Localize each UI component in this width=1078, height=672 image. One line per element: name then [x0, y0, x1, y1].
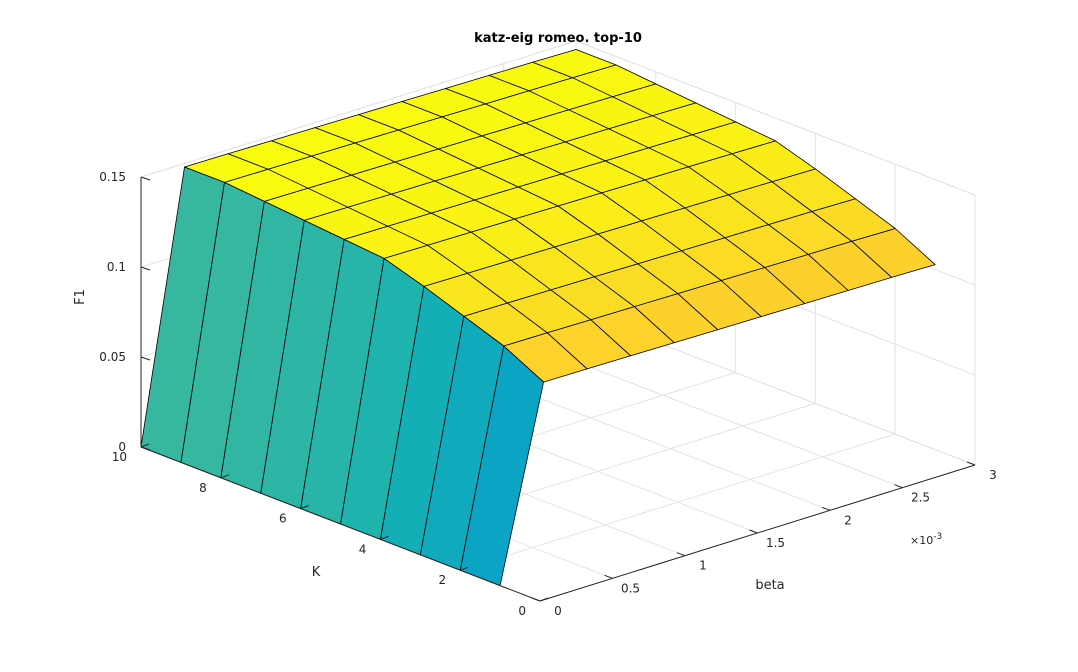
- z-tick-label: 0.05: [99, 350, 126, 364]
- axis-line: [140, 446, 541, 602]
- y-tick-label: 10: [112, 450, 127, 464]
- box-edge: [575, 40, 976, 196]
- x-tick-label: 2.5: [911, 491, 930, 505]
- z-tick-label: 0: [118, 440, 126, 454]
- y-tick-label: 6: [279, 512, 287, 526]
- y-tick: [460, 566, 469, 571]
- surface-mesh: [140, 49, 936, 586]
- x-tick: [749, 529, 758, 534]
- grid-line: [460, 433, 896, 571]
- y-tick: [300, 505, 309, 510]
- y-tick-label: 0: [518, 604, 526, 618]
- x-tick: [894, 484, 903, 489]
- x-tick-label: 3: [989, 468, 997, 482]
- z-tick-label: 0.1: [107, 260, 126, 274]
- y-axis-label: K: [312, 565, 321, 580]
- y-tick: [140, 443, 150, 448]
- z-tick: [140, 176, 151, 181]
- x-tick: [531, 597, 541, 602]
- x-tick-label: 2: [844, 513, 852, 527]
- x-tick: [604, 574, 613, 579]
- chart-title: katz-eig romeo. top-10: [474, 31, 642, 46]
- y-tick-label: 2: [439, 573, 447, 587]
- z-tick: [140, 446, 151, 451]
- x-axis-exponent-base: ×10: [910, 534, 933, 547]
- y-tick-label: 4: [359, 542, 367, 556]
- x-tick-label: 1.5: [766, 536, 785, 550]
- z-tick: [140, 356, 151, 361]
- x-tick-label: 0: [554, 604, 562, 618]
- z-tick-label: 0.15: [99, 170, 126, 184]
- x-tick: [821, 506, 831, 511]
- x-tick: [966, 461, 976, 466]
- x-axis-label: beta: [755, 578, 784, 593]
- z-tick: [140, 266, 151, 271]
- y-tick-label: 8: [199, 481, 207, 495]
- x-tick: [676, 552, 686, 557]
- z-axis-label: F1: [73, 289, 88, 305]
- x-axis-exponent: ×10-3: [910, 532, 942, 547]
- y-tick: [220, 474, 229, 479]
- box-edge: [140, 40, 577, 178]
- y-tick: [539, 597, 549, 602]
- x-axis-exponent-power: -3: [933, 532, 942, 542]
- x-tick-label: 0.5: [621, 581, 640, 595]
- y-tick: [380, 535, 389, 540]
- x-tick-label: 1: [699, 559, 707, 573]
